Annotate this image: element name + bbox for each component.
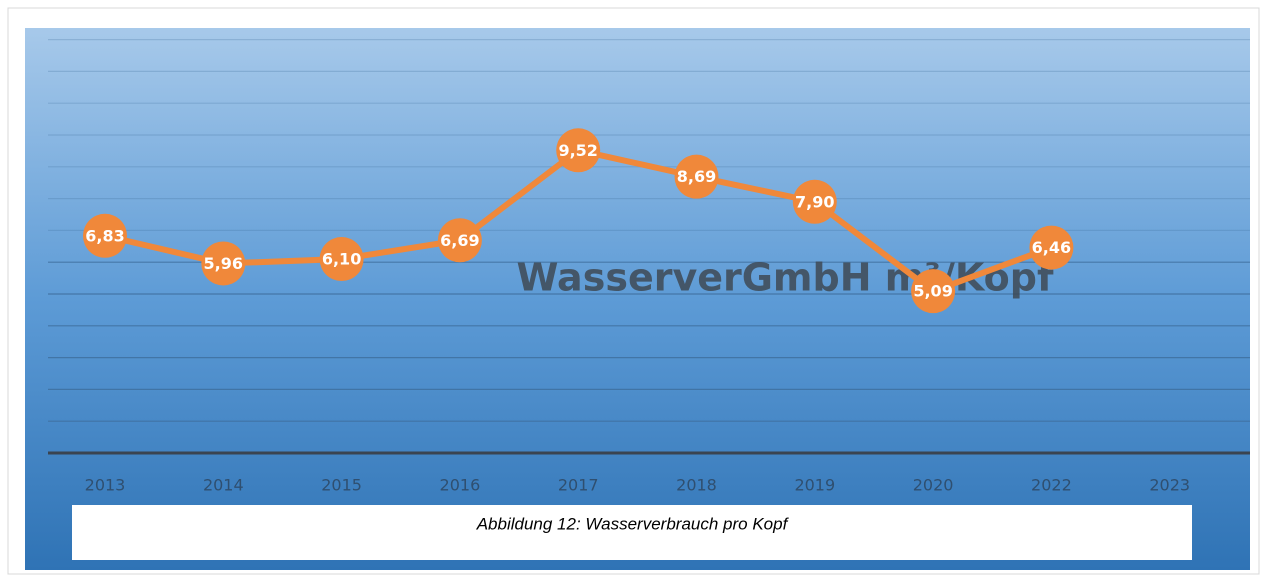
x-tick-label: 2017 (558, 476, 599, 495)
caption: Abbildung 12: Wasserverbrauch pro Kopf (476, 514, 790, 533)
x-tick-label: 2016 (440, 476, 481, 495)
marker (83, 213, 127, 258)
data-label: 6,83 (85, 226, 124, 245)
x-tick-label: 2019 (794, 476, 835, 495)
data-label: 6,46 (1032, 238, 1071, 257)
marker (437, 218, 482, 263)
x-tick-label: 2020 (913, 476, 954, 495)
marker (201, 241, 246, 286)
marker (792, 179, 837, 224)
data-label: 5,09 (913, 282, 952, 301)
x-tick-label: 2022 (1031, 476, 1072, 495)
marker (319, 237, 364, 282)
x-tick-label: 2018 (676, 476, 717, 495)
data-label: 6,69 (440, 231, 479, 250)
plot-area (25, 28, 1250, 570)
marker (911, 269, 956, 314)
x-tick-label: 2023 (1149, 476, 1190, 495)
caption-box (72, 505, 1192, 560)
marker (674, 154, 719, 199)
data-label: 6,10 (322, 250, 361, 269)
data-label: 9,52 (558, 141, 597, 160)
x-tick-label: 2015 (321, 476, 362, 495)
marker (556, 128, 601, 173)
data-label: 8,69 (677, 167, 716, 186)
x-tick-label: 2013 (85, 476, 126, 495)
data-label: 7,90 (795, 192, 834, 211)
data-label: 5,96 (204, 254, 243, 273)
marker (1029, 225, 1074, 270)
x-tick-label: 2014 (203, 476, 244, 495)
